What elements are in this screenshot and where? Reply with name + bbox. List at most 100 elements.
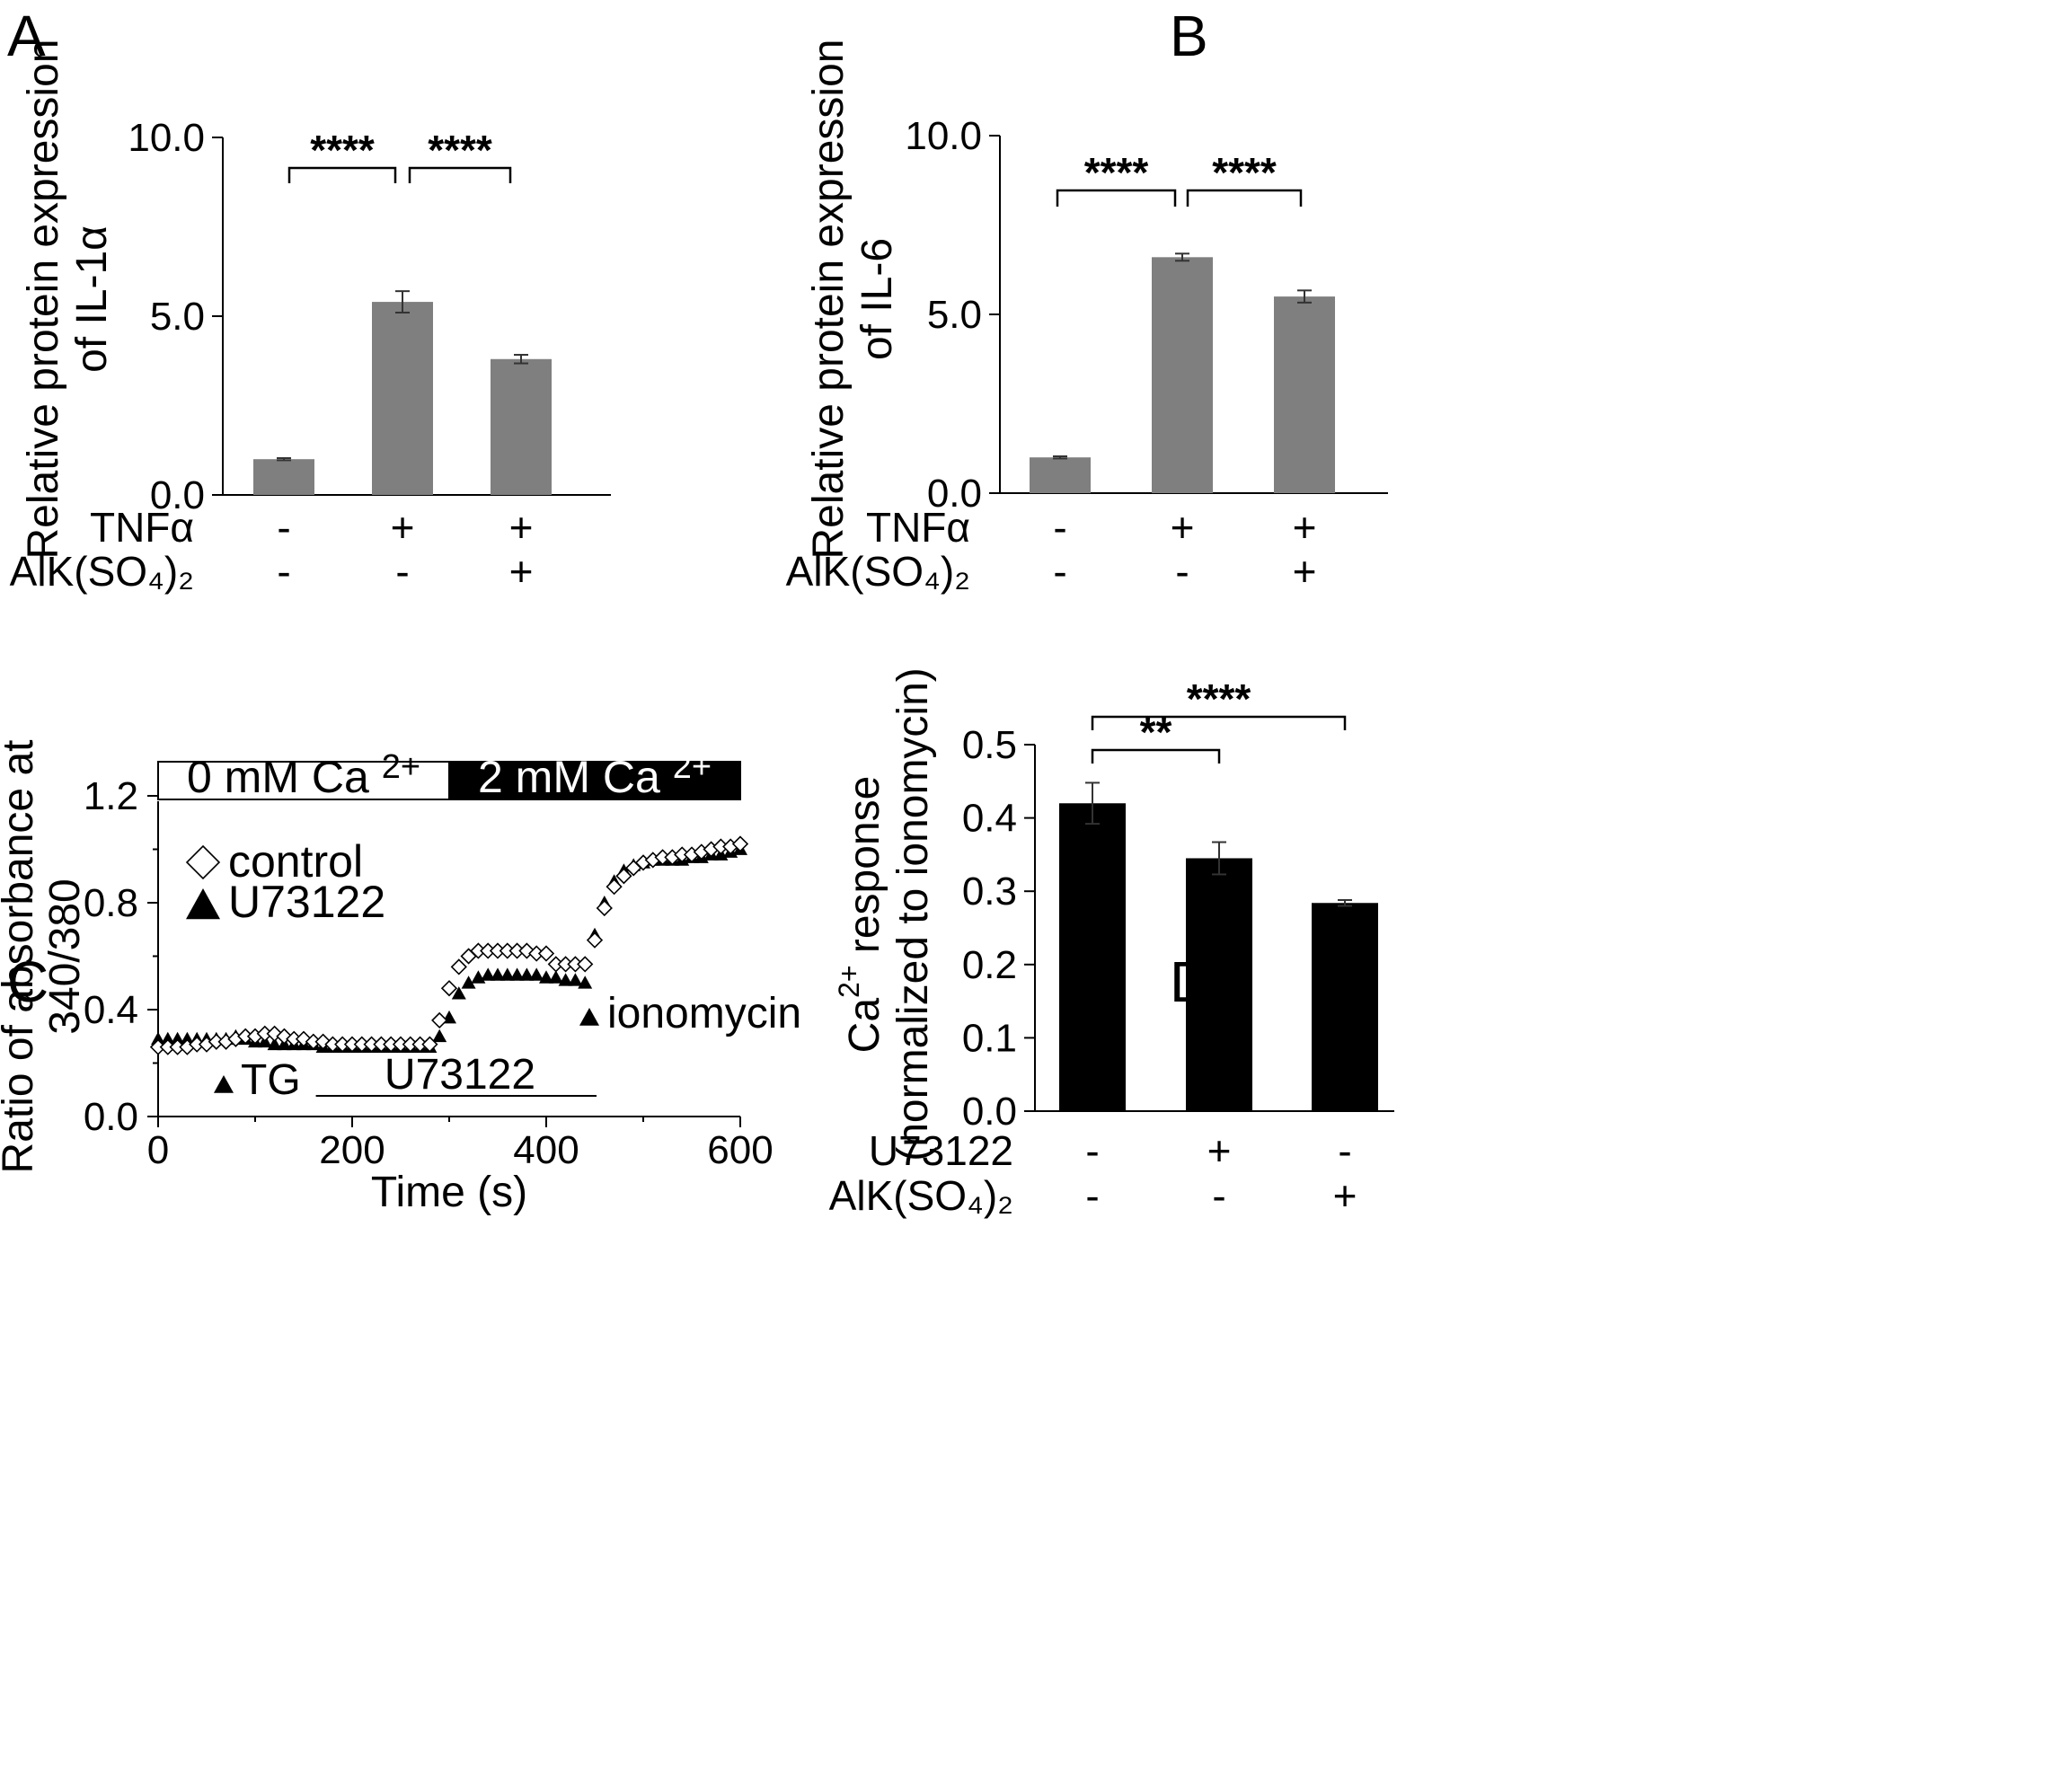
data-point-control (537, 945, 555, 962)
condition-value: + (509, 548, 534, 595)
y-tick-label: 0.0 (150, 473, 205, 517)
data-point-control (606, 878, 623, 896)
y-tick-label: 0.5 (962, 723, 1017, 767)
condition-value: + (1171, 504, 1195, 551)
x-axis-title: Time (s) (371, 1169, 527, 1216)
significance-bracket (1186, 189, 1303, 207)
condition-value: + (1333, 1172, 1357, 1219)
bar (253, 459, 314, 495)
bar (1274, 296, 1335, 493)
data-point-u73122 (568, 973, 583, 986)
y-axis-title-superscript: 2+ (833, 965, 865, 997)
significance-stars: **** (310, 127, 375, 173)
condition-label: AlK(SO₄)₂ (10, 548, 194, 595)
bar (1152, 257, 1213, 493)
data-point-u73122 (578, 975, 593, 989)
y-tick-label: 5.0 (927, 293, 982, 337)
y-tick-label: 0.1 (962, 1016, 1017, 1060)
condition-value: + (509, 504, 534, 551)
bath-label-2mm: 2 mM Ca 2+ (478, 748, 712, 802)
data-point-u73122 (451, 986, 466, 1000)
condition-value: - (1085, 1127, 1099, 1174)
y-tick-label: 0.4 (962, 797, 1017, 841)
data-point-u73122 (500, 967, 515, 981)
legend-label-control: control (228, 836, 363, 887)
data-point-control (615, 868, 632, 885)
y-axis-title-line2: 340/380 (41, 878, 89, 1035)
y-axis-title-line2: of IL-1α (68, 225, 116, 373)
data-point-u73122 (558, 973, 573, 986)
condition-label: TNFα (866, 504, 970, 551)
y-tick-label: 0.2 (962, 943, 1017, 987)
y-axis-title: Relative protein expression (20, 40, 67, 560)
panel-c-chart: 0.0 0.4 0.8 1.2 0 200 400 600 Time (s) Ratio of a… (0, 740, 801, 1216)
condition-label: TNFα (90, 504, 194, 551)
data-point-u73122 (160, 1031, 175, 1046)
data-point-control (266, 1025, 283, 1042)
bar (1312, 903, 1378, 1111)
bath-bar-2mm-ca (448, 761, 741, 800)
bar (491, 358, 552, 495)
y-tick-label: 10.0 (905, 114, 982, 158)
data-point-u73122 (539, 970, 553, 984)
condition-value: - (1085, 1172, 1099, 1219)
condition-value: - (395, 548, 409, 595)
legend-label-u73122: U73122 (228, 877, 385, 927)
condition-value: - (1053, 548, 1066, 595)
x-tick-label: 0 (147, 1128, 169, 1172)
bar (1186, 858, 1252, 1111)
significance-stars: **** (428, 127, 492, 173)
significance-bracket (408, 166, 512, 183)
significance-bracket (1091, 748, 1221, 764)
data-point-u73122 (481, 967, 496, 981)
significance-bracket (287, 166, 397, 183)
y-tick-label: 0.0 (84, 1095, 138, 1139)
data-point-control (586, 931, 604, 949)
y-tick-label: 1.2 (84, 774, 138, 818)
y-axis-title: Relative protein expression (805, 40, 853, 560)
panel-label-c: C (7, 949, 49, 1014)
y-tick-label: 0.4 (84, 988, 138, 1032)
data-point-u73122 (529, 967, 544, 981)
y-axis-title: Ratio of absorbance at (0, 740, 42, 1174)
condition-value: + (1293, 504, 1317, 551)
condition-label: U73122 (869, 1127, 1013, 1174)
panel-label-b: B (1170, 4, 1208, 68)
y-tick-label: 10.0 (128, 116, 205, 160)
data-point-control (577, 956, 594, 973)
bar (1030, 457, 1091, 493)
condition-value: - (277, 504, 290, 551)
y-axis-title-line2: of IL-6 (853, 238, 901, 360)
condition-value: - (1212, 1172, 1225, 1219)
significance-bracket (1091, 715, 1347, 730)
bath-label-superscript: 2+ (382, 748, 420, 786)
y-axis-title-response: response (841, 776, 889, 966)
data-point-u73122 (491, 967, 505, 981)
panel-label-a: A (7, 4, 46, 68)
x-tick-label: 600 (707, 1128, 773, 1172)
significance-stars: **** (1187, 675, 1251, 722)
data-point-control (440, 980, 458, 997)
data-point-u73122 (461, 975, 476, 989)
bath-label-text: 2 mM Ca (478, 752, 673, 802)
y-tick-label: 0.8 (84, 881, 138, 925)
condition-value: - (1053, 504, 1066, 551)
data-point-control (596, 899, 613, 917)
condition-value: + (1293, 548, 1317, 595)
data-point-u73122 (509, 967, 525, 981)
y-axis-title-line2: (normalized to ionomycin) (889, 667, 937, 1161)
legend-marker-control (185, 844, 221, 880)
bath-label-0mm: 0 mM Ca 2+ (187, 748, 420, 802)
y-tick-label: 0.0 (962, 1090, 1017, 1134)
data-point-u73122 (170, 1031, 185, 1046)
y-tick-label: 5.0 (150, 295, 205, 339)
y-axis-title-ca: Ca (841, 998, 889, 1054)
y-axis-title: Ca2+ response (833, 776, 889, 1054)
significance-stars: **** (1212, 149, 1277, 196)
condition-value: - (1175, 548, 1189, 595)
y-tick-label: 0.3 (962, 870, 1017, 914)
data-point-control (431, 1011, 448, 1029)
condition-value: + (391, 504, 415, 551)
